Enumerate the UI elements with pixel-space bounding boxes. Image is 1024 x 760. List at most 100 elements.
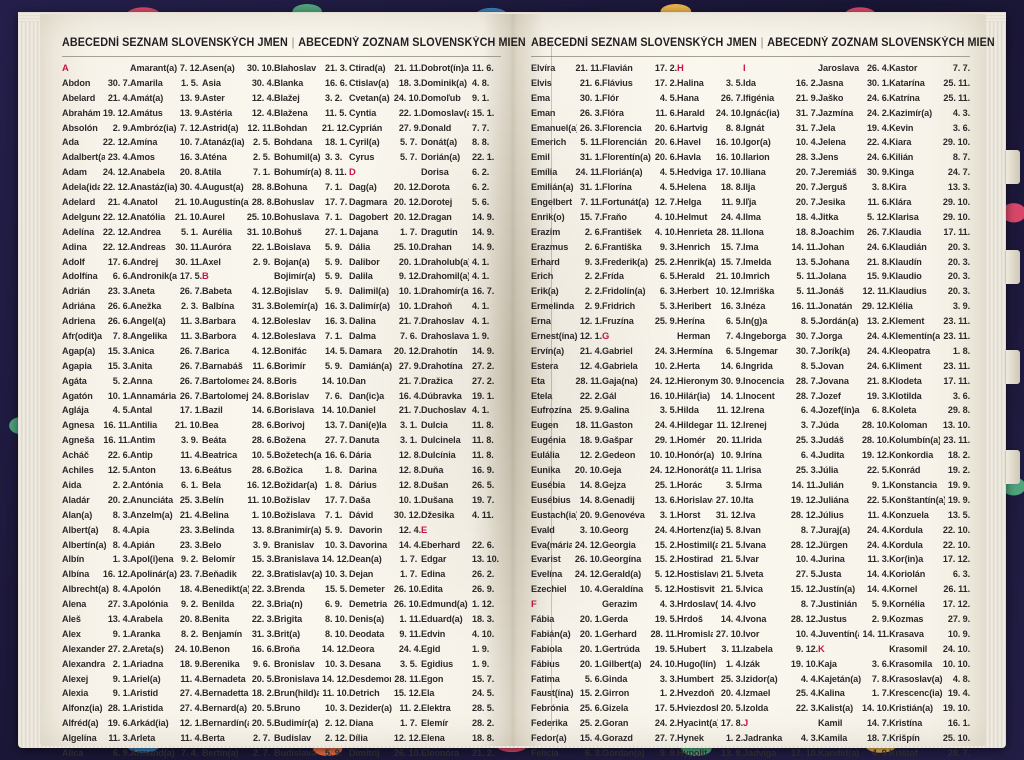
name-entry-row: Hynek 1. 2.	[677, 731, 743, 746]
name-label: Blanka	[274, 77, 304, 88]
name-entry-row: Dulcínia 11. 8.	[421, 448, 499, 463]
name-date: 4. 1.	[472, 405, 490, 416]
name-date: 17. 8.	[720, 718, 744, 729]
name-date: 26. 7.	[179, 390, 202, 401]
name-date: 14. 11.	[791, 241, 819, 252]
name-label: Augustín(a)	[202, 197, 249, 208]
thumb-tab-3[interactable]	[1006, 350, 1020, 384]
name-date: 24. 11.	[575, 167, 603, 178]
name-entry-row: Eusébia 14. 8.	[531, 478, 602, 493]
name-entry-row: Amarant(a) 7. 12.	[130, 61, 202, 76]
name-entry-row: Františka 9. 3.	[602, 240, 677, 255]
name-date: 11. 4.	[867, 509, 890, 520]
name-entry-row: Deora 24. 4.	[349, 642, 421, 657]
name-entry-row: Jerguš 3. 8.	[818, 180, 889, 195]
name-label: Drahotína	[421, 360, 463, 371]
name-label: Gorazd	[602, 733, 633, 744]
name-entry-row: Branislava 14. 12.	[274, 552, 349, 567]
name-label: Adela(ida)	[62, 182, 100, 193]
name-date: 3. 1.	[400, 420, 418, 431]
name-entry-row: Jitka 5. 12.	[818, 210, 889, 225]
name-entry-row: Blažej 3. 2.	[274, 91, 349, 106]
name-label: Budimír(a)	[274, 718, 319, 729]
name-date: 16. 2.	[795, 77, 819, 88]
name-label: Beňadik	[202, 569, 237, 580]
name-label: Apolón	[130, 584, 161, 595]
name-entry-row: Galina 3. 5.	[602, 403, 677, 418]
name-label: Duňa	[421, 465, 444, 476]
name-label: Inocencia	[743, 375, 785, 386]
name-date: 16. 3.	[325, 301, 348, 312]
name-entry-row: Estera 12. 4.	[531, 359, 602, 374]
name-entry-row: Andrej 30. 11.	[130, 255, 202, 270]
name-entry-row: Dragan 14. 9.	[421, 210, 499, 225]
name-date: 28. 1.	[107, 703, 130, 714]
name-date: 14. 4.	[720, 613, 744, 624]
name-label: Iľja	[743, 197, 757, 208]
name-date: 20. 1.	[579, 658, 603, 669]
name-entry-row: Klarisa 29. 10.	[889, 210, 970, 225]
name-date: 14. 4.	[398, 539, 421, 550]
name-date: 23. 3.	[179, 539, 202, 550]
name-date: 20. 8.	[179, 167, 202, 178]
name-label: Klarisa	[889, 211, 919, 222]
thumb-tab-2[interactable]	[1006, 250, 1020, 284]
name-entry-row: Ingemar 30. 7.	[743, 344, 818, 359]
name-date: 5. 6.	[472, 197, 490, 208]
name-entry-row: Federika 25. 2.	[531, 716, 602, 731]
name-entry-row: Frederik(a) 25. 2.	[602, 255, 677, 270]
name-entry-row: Damara 20. 12.	[349, 344, 421, 359]
name-entry-row: Dominik(a) 4. 8.	[421, 76, 499, 91]
name-entry-row: Izidor(a) 4. 4.	[743, 672, 818, 687]
name-label: Faust(ína)	[531, 688, 574, 699]
name-date: 5. 9.	[325, 256, 343, 267]
thumb-tab-1[interactable]	[1006, 150, 1020, 184]
name-date: 28. 3.	[795, 152, 819, 163]
name-label: Krasoslav(a)	[889, 673, 943, 684]
name-entry-row: Justín(a) 14. 4.	[818, 582, 889, 597]
name-entry-row: Júlia 22. 5.	[818, 463, 889, 478]
name-date: 1. 11.	[399, 613, 421, 624]
name-label: Ivo	[743, 599, 756, 610]
name-label: Konrád	[889, 465, 921, 476]
name-entry-row: Alexia 9. 1.	[62, 686, 130, 701]
name-date: 19. 12.	[102, 107, 130, 118]
name-entry-row: Boislava 5. 9.	[274, 240, 349, 255]
name-label: Július	[818, 509, 844, 520]
name-date: 24. 2.	[654, 718, 678, 729]
name-entry-row: Anzelm(a) 21. 4.	[130, 508, 202, 523]
name-label: Ervín(a)	[531, 345, 565, 356]
name-date: 20. 6.	[654, 152, 678, 163]
name-label: Belina	[202, 509, 229, 520]
name-date: 5. 12.	[654, 584, 678, 595]
name-label: Afr(odit)a	[62, 331, 102, 342]
name-entry-row: Algelína 11. 3.	[62, 731, 130, 746]
name-entry-row: Ida 16. 2.	[743, 76, 818, 91]
name-entry-row: Duchoslav 4. 1.	[421, 403, 499, 418]
name-label: Erik(a)	[531, 286, 559, 297]
name-entry-row: Evarist 26. 10.	[531, 552, 602, 567]
name-date: 7. 6.	[400, 331, 418, 342]
name-date: 28. 12.	[790, 539, 819, 550]
name-date: 6. 3.	[584, 747, 603, 758]
name-entry-row: Barbora 4. 12.	[202, 329, 274, 344]
thumb-tab-4[interactable]	[1006, 450, 1020, 484]
name-label: Eusébius	[531, 494, 571, 505]
name-label: Bernadetta	[202, 688, 249, 699]
name-entry-row: Aurélia 31. 10.	[202, 225, 274, 240]
name-date: 23. 11.	[943, 331, 971, 342]
name-label: Apolinár(a)	[130, 569, 177, 580]
name-date: 30. 11.	[175, 241, 202, 252]
name-date: 20. 8.	[179, 613, 202, 624]
name-label: Fatima	[531, 673, 560, 684]
name-entry-row: Hana 26. 7.	[677, 91, 743, 106]
name-date: 22. 6.	[107, 450, 130, 461]
name-label: Edita	[421, 584, 443, 595]
name-entry-row: Gejza 25. 1.	[602, 478, 677, 493]
header-rule-right	[531, 56, 970, 57]
name-label: Jorík(a)	[818, 345, 851, 356]
name-label: Demetria	[349, 599, 388, 610]
name-entry-row: Gertrúda 19. 5.	[602, 642, 677, 657]
name-date: 30. 1.	[866, 77, 890, 88]
name-label: Fridolín(a)	[602, 286, 646, 297]
